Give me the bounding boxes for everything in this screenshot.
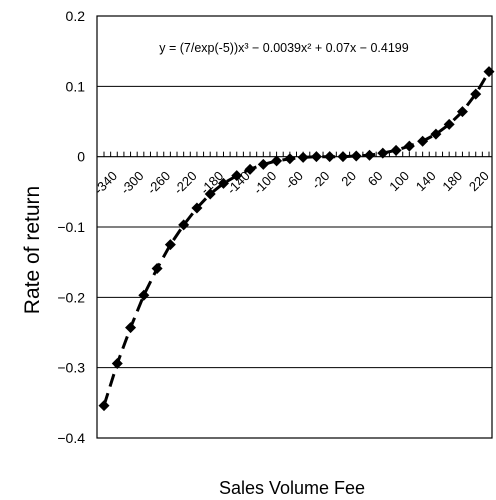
x-tick-labels: -340-300-260-220-180-140-100 -60 -20 20 60 10…: [91, 168, 492, 197]
data-point: [138, 289, 150, 301]
x-tick-label: 20: [338, 168, 359, 189]
x-tick-label: -20: [309, 168, 333, 192]
data-point: [151, 262, 163, 274]
data-point: [111, 357, 123, 369]
data-point: [337, 151, 349, 163]
data-point: [257, 158, 269, 170]
x-tick-label: 140: [413, 168, 439, 194]
x-tick-label: -180: [197, 168, 226, 197]
data-point: [377, 147, 389, 159]
data-point: [324, 151, 336, 163]
x-tick-label: 220: [466, 168, 492, 194]
x-tick-label: 60: [365, 168, 386, 189]
data-point: [191, 202, 203, 214]
data-point: [217, 177, 229, 189]
data-point: [456, 106, 468, 118]
x-tick-label: 100: [386, 168, 412, 194]
data-point: [470, 88, 482, 100]
y-tick-label: 0: [77, 149, 85, 165]
data-markers: [98, 66, 495, 412]
data-point: [364, 149, 376, 161]
x-tick-label: -100: [250, 168, 279, 197]
y-tick-labels: 0.2 0.1 0 −0.1 −0.2 −0.3 −0.4: [57, 8, 85, 446]
x-axis-label: Sales Volume Fee: [219, 478, 365, 498]
trend-line: [102, 70, 491, 407]
data-point: [430, 128, 442, 140]
x-ticks: [103, 151, 490, 157]
x-tick-label: -220: [171, 168, 200, 197]
data-point: [284, 153, 296, 165]
data-point: [164, 239, 176, 251]
x-tick-label: -260: [144, 168, 173, 197]
y-tick-label: −0.2: [57, 289, 85, 305]
data-point: [310, 151, 322, 163]
data-point: [271, 155, 283, 167]
data-point: [125, 322, 137, 334]
y-tick-label: 0.1: [66, 78, 86, 94]
data-point: [417, 135, 429, 147]
data-point: [483, 66, 495, 78]
data-point: [231, 170, 243, 182]
x-tick-label: -340: [91, 168, 120, 197]
trendline-equation: y = (7/exp(-5))x³ − 0.0039x² + 0.07x − 0…: [159, 41, 408, 55]
data-point: [350, 150, 362, 162]
data-point: [390, 144, 402, 156]
data-point: [98, 400, 110, 412]
data-point: [244, 163, 256, 175]
data-point: [297, 151, 309, 163]
data-point: [403, 140, 415, 152]
data-point: [443, 118, 455, 130]
y-tick-label: −0.1: [57, 219, 85, 235]
data-point: [204, 188, 216, 200]
y-tick-label: −0.3: [57, 360, 85, 376]
plot-frame: [96, 15, 493, 439]
y-axis-label: Rate of return: [21, 186, 44, 314]
x-tick-label: -60: [282, 168, 306, 192]
x-tick-label: 180: [439, 168, 465, 194]
data-point: [178, 219, 190, 231]
x-tick-label: -300: [118, 168, 147, 197]
y-tick-label: −0.4: [57, 430, 85, 446]
y-tick-label: 0.2: [66, 8, 86, 24]
grid-lines: [97, 85, 492, 369]
